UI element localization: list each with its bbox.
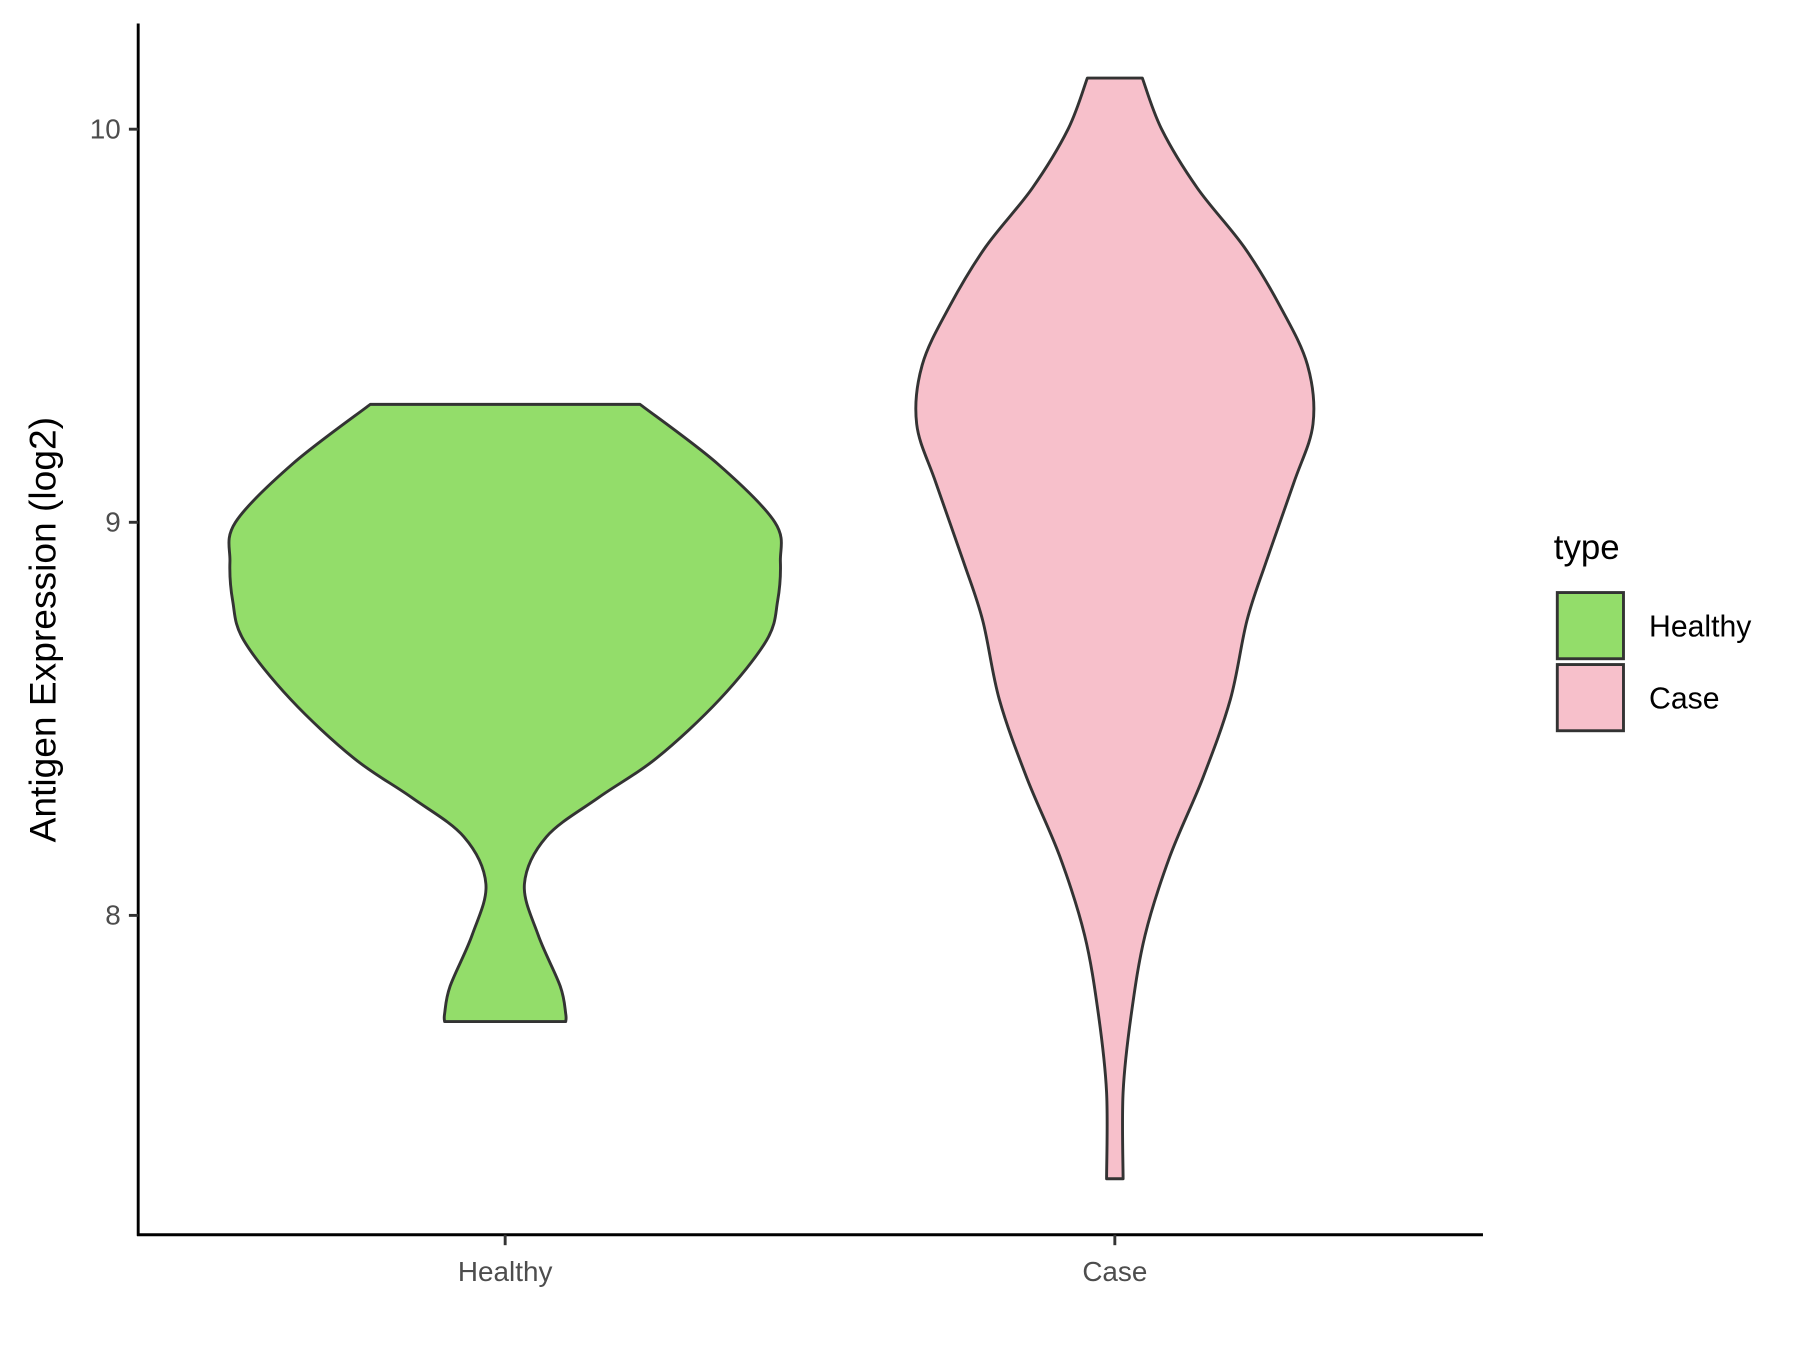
y-tick-label: 9 <box>105 507 121 538</box>
legend-title: type <box>1554 528 1620 567</box>
x-ticks: Healthy Case <box>458 1234 1147 1287</box>
legend: type Healthy Case <box>1554 528 1752 733</box>
x-tick-label: Case <box>1082 1256 1147 1287</box>
violin-case <box>914 76 1316 1181</box>
y-ticks: 8 9 10 <box>90 113 139 931</box>
y-tick-label: 8 <box>105 900 121 931</box>
violin-healthy <box>227 402 783 1023</box>
legend-label-case: Case <box>1649 683 1719 716</box>
x-tick-label: Healthy <box>458 1256 553 1287</box>
y-axis-label: Antigen Expression (log2) <box>22 417 64 842</box>
legend-label-healthy: Healthy <box>1649 611 1752 644</box>
legend-key-healthy <box>1555 591 1625 661</box>
legend-key-case <box>1555 663 1625 733</box>
y-tick-label: 10 <box>90 113 121 144</box>
violins <box>227 76 1316 1181</box>
